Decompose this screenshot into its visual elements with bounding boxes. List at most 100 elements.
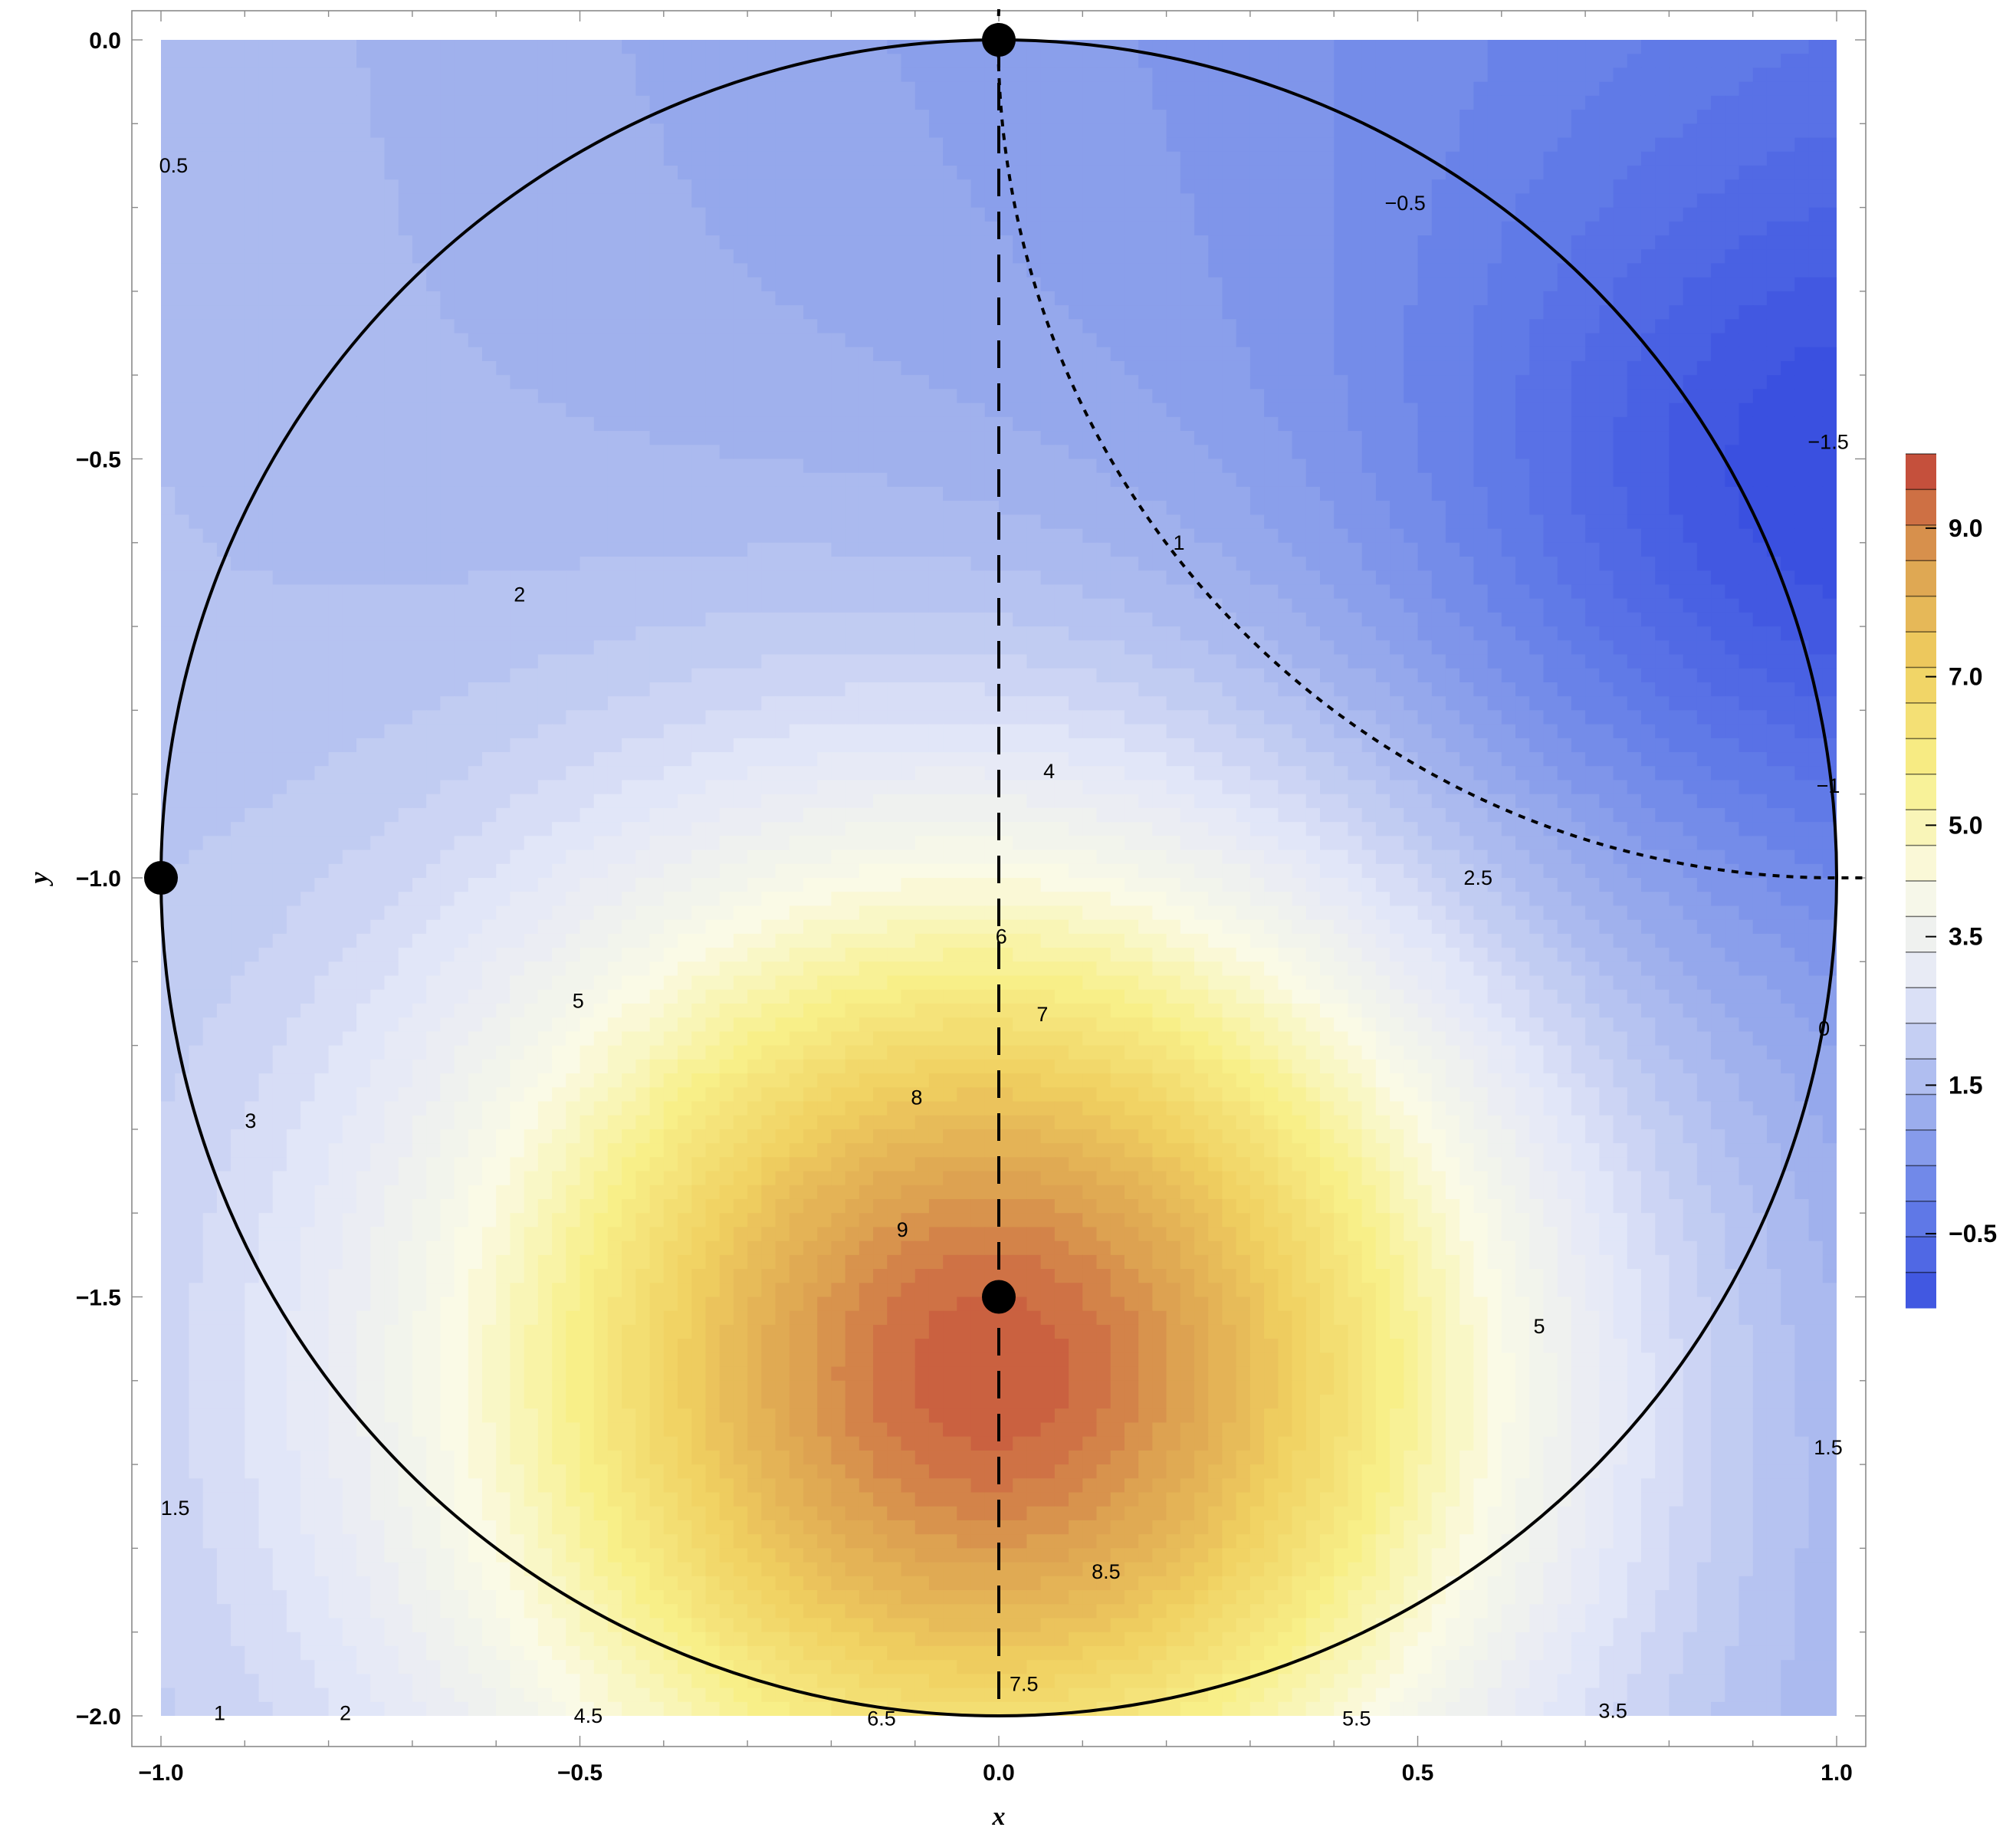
contour-band-cell [1669,347,1683,362]
contour-band-cell [1488,110,1502,124]
contour-band-cell [217,235,231,250]
contour-band-cell [1376,445,1391,459]
contour-band-cell [635,445,650,459]
contour-band-cell [1446,431,1460,445]
contour-band-cell [790,305,804,320]
contour-band-cell [720,222,734,236]
contour-band-cell [1753,347,1768,362]
contour-band-cell [1376,96,1391,110]
contour-band-cell [1641,599,1656,613]
contour-band-cell [776,166,790,180]
contour-band-cell [1446,138,1460,153]
contour-band-cell [203,347,218,362]
contour-band-cell [1432,179,1446,194]
contour-band-cell [678,208,692,222]
contour-band-cell [608,501,622,515]
contour-band-cell [1571,193,1586,208]
contour-band-cell [455,529,469,544]
contour-band-cell [524,529,539,544]
contour-band-cell [1543,123,1558,138]
contour-band-cell [859,263,874,278]
contour-band-cell [1794,193,1809,208]
contour-band-cell [203,278,218,292]
contour-band-cell [1334,305,1348,320]
contour-band-cell [1809,389,1824,403]
contour-band-cell [635,138,650,153]
contour-band-cell [175,557,189,571]
contour-band-cell [1739,138,1753,153]
contour-band-cell [1097,473,1111,488]
contour-band-cell [1236,389,1251,403]
contour-band-cell [203,613,218,627]
contour-band-cell [1753,305,1768,320]
contour-band-cell [1683,263,1698,278]
contour-band-cell [608,208,622,222]
contour-band-cell [1208,514,1223,529]
contour-band-cell [1376,361,1391,376]
contour-band-cell [510,543,524,557]
contour-band-cell [678,375,692,389]
contour-band-cell [217,529,231,544]
contour-band-cell [1669,417,1683,432]
contour-band-cell [985,487,1000,501]
contour-band-cell [971,193,986,208]
contour-band-cell [985,529,1000,544]
contour-band-cell [245,291,259,306]
contour-band-cell [776,222,790,236]
contour-band-cell [622,193,636,208]
contour-band-cell [859,445,874,459]
contour-band-cell [1697,334,1712,348]
contour-band-cell [1138,389,1153,403]
contour-band-cell [1473,361,1488,376]
contour-band-cell [1446,417,1460,432]
contour-band-cell [384,445,399,459]
contour-band-cell [776,445,790,459]
contour-band-cell [622,613,636,627]
contour-band-cell [1697,222,1712,236]
contour-band-cell [217,501,231,515]
contour-band-cell [985,263,1000,278]
contour-band-cell [734,459,748,474]
contour-band-cell [273,40,287,54]
contour-band-cell [1529,138,1544,153]
contour-band-cell [1502,375,1516,389]
contour-band-cell [1362,529,1377,544]
contour-band-cell [1725,40,1739,54]
contour-band-cell [412,138,427,153]
contour-band-cell [1515,263,1530,278]
contour-band-cell [1250,473,1265,488]
contour-band-cell [1459,389,1474,403]
contour-band-cell [971,389,986,403]
contour-band-cell [189,599,203,613]
contour-band-cell [217,138,231,153]
contour-band-cell [1097,403,1111,418]
contour-band-cell [1669,278,1683,292]
contour-band-cell [1669,152,1683,166]
contour-band-cell [776,459,790,474]
contour-band-cell [300,445,315,459]
contour-band-cell [720,291,734,306]
contour-band-cell [1334,263,1348,278]
contour-band-cell [203,179,218,194]
contour-band-cell [426,375,441,389]
contour-band-cell [1236,445,1251,459]
contour-band-cell [1711,222,1725,236]
contour-band-cell [1362,361,1377,376]
contour-band-cell [622,208,636,222]
contour-band-cell [1208,96,1223,110]
contour-band-cell [734,514,748,529]
contour-band-cell [1432,123,1446,138]
contour-band-cell [314,291,329,306]
contour-band-cell [1529,347,1544,362]
contour-band-cell [1069,67,1083,82]
contour-band-cell [776,389,790,403]
contour-band-cell [1711,361,1725,376]
contour-band-cell [1669,249,1683,264]
contour-band-cell [329,67,343,82]
contour-band-cell [524,249,539,264]
contour-band-cell [482,543,497,557]
contour-band-cell [747,403,762,418]
contour-band-cell [1138,543,1153,557]
contour-band-cell [1194,152,1209,166]
contour-band-cell [1794,347,1809,362]
